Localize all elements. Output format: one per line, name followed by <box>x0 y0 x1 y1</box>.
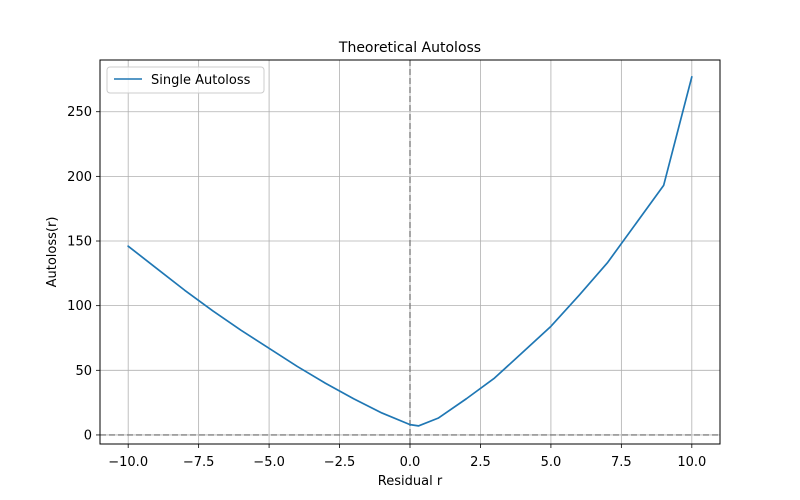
y-axis-ticks: 0 50 100 150 200 250 <box>67 105 100 443</box>
x-axis-label: Residual r <box>378 474 443 489</box>
legend-label: Single Autoloss <box>151 73 251 88</box>
reference-lines <box>100 60 720 444</box>
x-tick-label: −5.0 <box>253 455 285 470</box>
y-axis-label: Autoloss(r) <box>45 217 60 288</box>
legend-box <box>106 66 265 94</box>
x-axis-ticks: −10.0 −7.5 −5.0 −2.5 0.0 2.5 5.0 7.5 10.0 <box>108 444 706 470</box>
y-tick-label: 200 <box>67 170 92 185</box>
x-tick-label: 5.0 <box>541 455 562 470</box>
series-line <box>127 75 693 427</box>
y-tick-label: 150 <box>67 235 92 250</box>
legend: Single Autoloss <box>106 66 265 94</box>
chart-title: Theoretical Autoloss <box>338 40 481 56</box>
y-tick-label: 50 <box>75 364 92 379</box>
x-tick-label: 7.5 <box>611 455 632 470</box>
x-tick-label: 10.0 <box>677 455 706 470</box>
x-tick-label: 0.0 <box>400 455 421 470</box>
y-tick-label: 250 <box>67 105 92 120</box>
x-tick-label: −2.5 <box>324 455 356 470</box>
x-tick-label: −7.5 <box>183 455 215 470</box>
x-tick-label: 2.5 <box>470 455 491 470</box>
x-tick-label: −10.0 <box>108 455 148 470</box>
y-tick-label: 0 <box>84 428 92 443</box>
y-tick-label: 100 <box>67 299 92 314</box>
series-layer <box>127 75 693 427</box>
